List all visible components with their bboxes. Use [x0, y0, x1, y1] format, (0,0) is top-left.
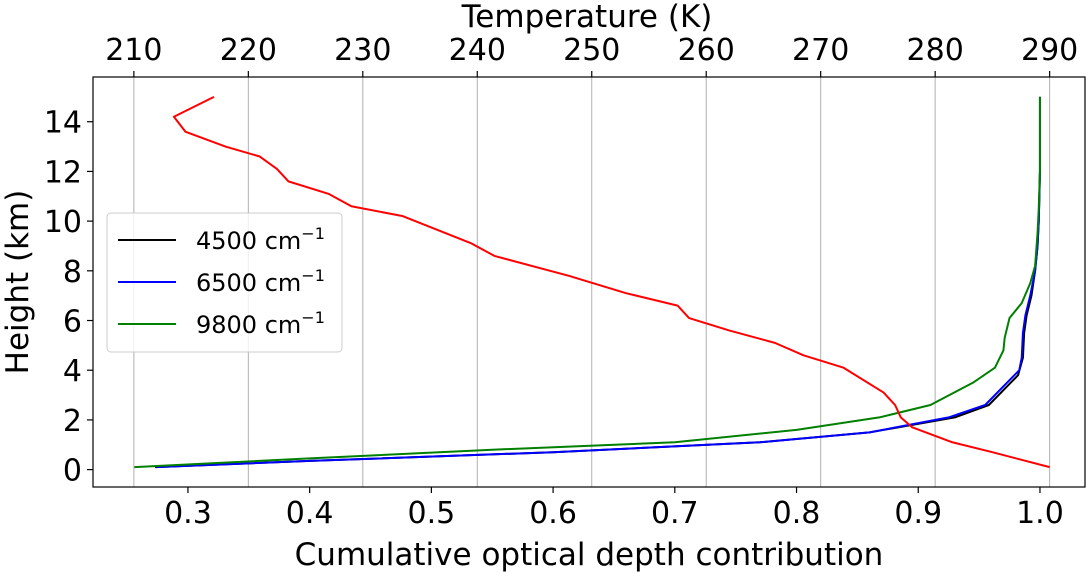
legend-entry-label: 9800 cm−1 [196, 308, 325, 339]
top-axis-label: Temperature (K) [461, 0, 713, 35]
top-tick-label: 210 [105, 33, 162, 68]
legend: 4500 cm−1 6500 cm−1 9800 cm−1 [106, 212, 343, 353]
left-tick-label: 12 [44, 155, 82, 190]
legend-entry-label: 4500 cm−1 [196, 224, 325, 255]
left-tick-label: 2 [63, 404, 82, 439]
bottom-tick-label: 0.7 [651, 496, 699, 531]
top-tick-label: 240 [449, 33, 506, 68]
bottom-tick-label: 0.8 [773, 496, 821, 531]
series-line-3 [172, 95, 1050, 469]
left-tick-label: 8 [63, 255, 82, 290]
top-tick-label: 280 [907, 33, 964, 68]
left-tick-label: 0 [63, 454, 82, 489]
bottom-axis-ticks: 0.3 0.4 0.5 0.6 0.7 0.8 0.9 1.0 [164, 487, 1064, 531]
left-tick-label: 14 [44, 106, 82, 141]
bottom-tick-label: 0.4 [286, 496, 334, 531]
top-tick-label: 250 [563, 33, 620, 68]
top-axis-ticks: 210 220 230 240 250 260 270 280 290 [105, 33, 1078, 77]
series-lines [134, 95, 1050, 469]
series-line-2 [134, 96, 1041, 469]
top-tick-label: 260 [678, 33, 735, 68]
legend-entry-label: 6500 cm−1 [196, 266, 325, 297]
bottom-tick-label: 1.0 [1016, 496, 1064, 531]
plot-area-frame [92, 76, 1086, 488]
bottom-tick-label: 0.9 [894, 496, 942, 531]
bottom-tick-label: 0.3 [164, 496, 212, 531]
left-tick-label: 10 [44, 205, 82, 240]
top-tick-label: 230 [334, 33, 391, 68]
bottom-tick-label: 0.5 [408, 496, 456, 531]
y-axis-label: Height (km) [0, 190, 36, 375]
top-tick-label: 270 [792, 33, 849, 68]
left-tick-label: 4 [63, 354, 82, 389]
bottom-tick-label: 0.6 [529, 496, 577, 531]
left-tick-label: 6 [63, 305, 82, 340]
x-axis-label: Cumulative optical depth contribution [295, 537, 884, 573]
top-tick-label: 220 [220, 33, 277, 68]
top-tick-label: 290 [1021, 33, 1078, 68]
left-axis-ticks: 0 2 4 6 8 10 12 14 [44, 106, 93, 489]
legend-frame [106, 212, 343, 353]
